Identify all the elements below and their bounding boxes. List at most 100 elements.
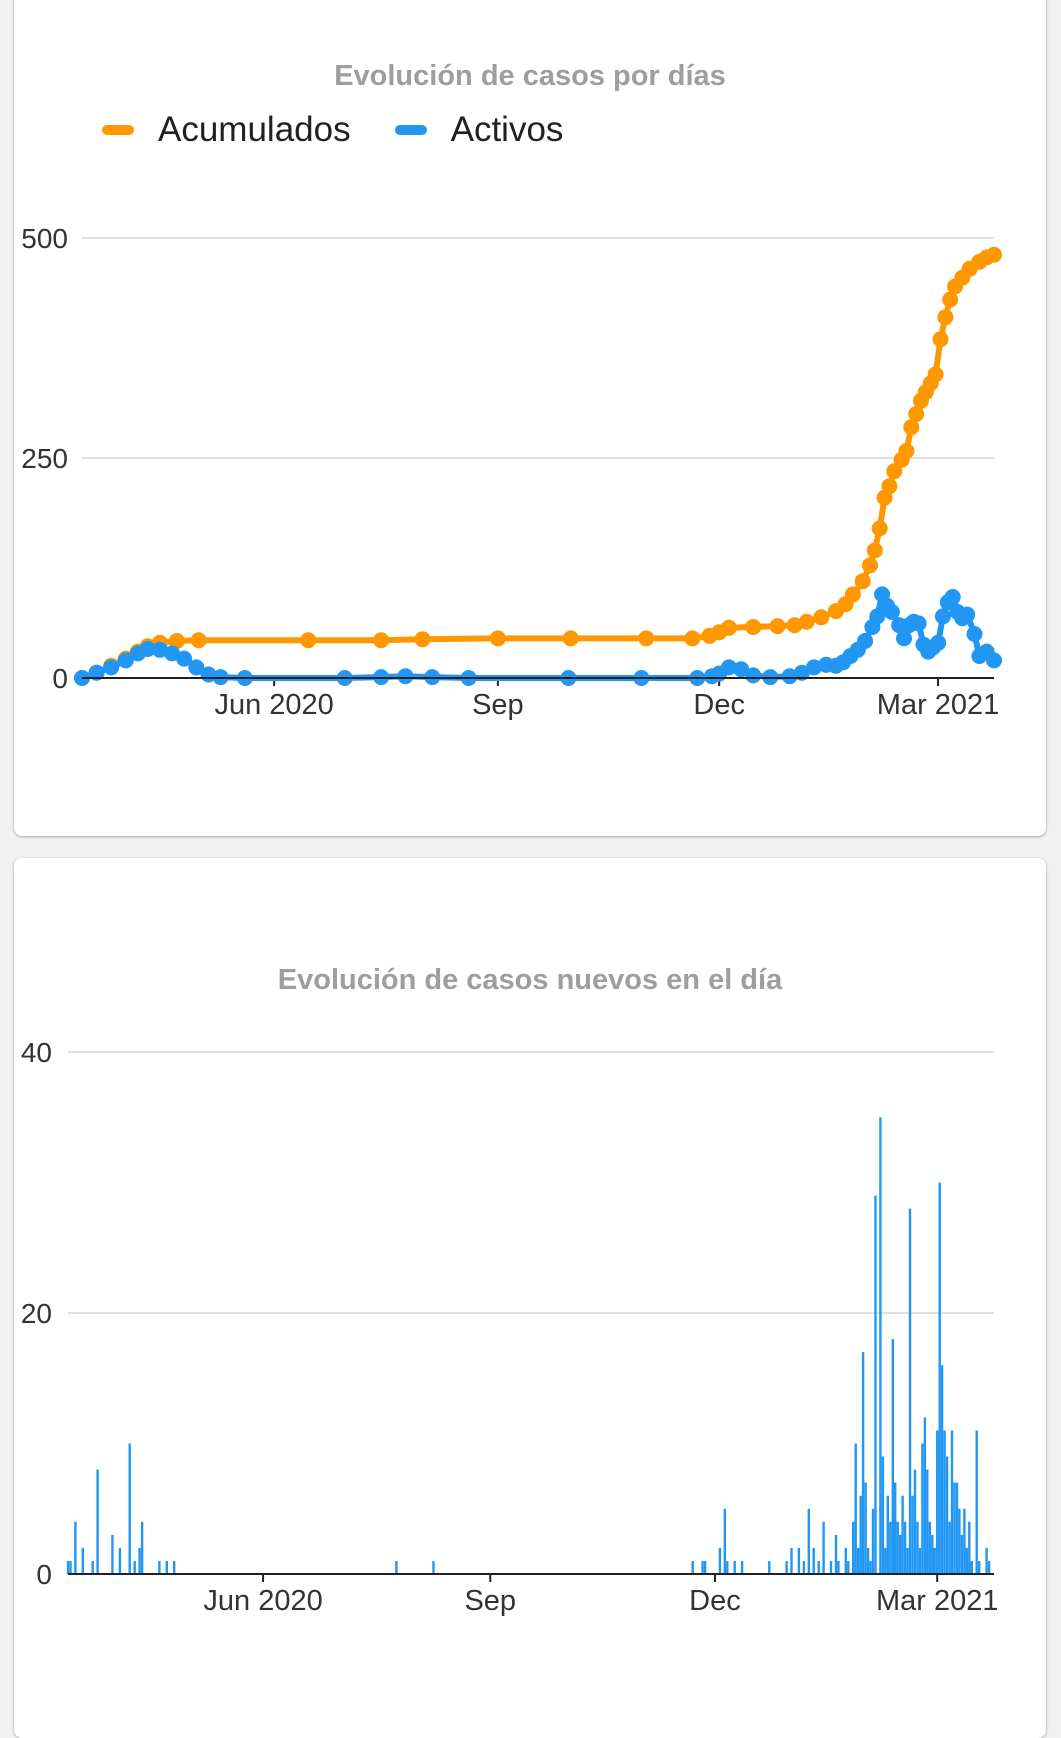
point-acumulados <box>898 443 915 459</box>
point-activos <box>139 641 156 657</box>
bar <box>432 1561 435 1574</box>
point-acumulados <box>908 406 925 422</box>
point-activos <box>151 641 168 658</box>
bar <box>837 1561 840 1574</box>
bar <box>916 1521 919 1574</box>
line-chart-plot: 0 250 500 Jun 2020 Sep Dec Mar 2021 <box>21 223 1002 721</box>
bar <box>140 1521 144 1574</box>
bar <box>953 1482 956 1574</box>
point-activos <box>966 626 983 642</box>
point-activos <box>164 645 180 662</box>
bar <box>785 1561 788 1574</box>
point-acumulados <box>886 463 903 480</box>
bar <box>726 1561 729 1574</box>
bar <box>133 1561 136 1574</box>
bar <box>921 1443 924 1574</box>
bar <box>879 1117 882 1575</box>
bar <box>158 1561 161 1574</box>
legend-swatch-acumulados <box>102 125 134 135</box>
x-tick-label: Dec <box>689 1585 741 1617</box>
point-acumulados <box>190 632 207 649</box>
point-activos <box>397 668 414 685</box>
point-activos <box>869 608 886 625</box>
chart-legend: Acumulados Activos <box>102 110 607 150</box>
x-tick-label: Mar 2021 <box>877 689 1000 721</box>
x-tick-label: Sep <box>472 689 524 721</box>
point-activos <box>733 661 750 678</box>
point-activos <box>883 604 900 620</box>
bar <box>889 1521 892 1574</box>
bar <box>834 1534 838 1574</box>
line-acumulados <box>80 251 996 681</box>
point-acumulados <box>562 630 579 647</box>
point-activos <box>88 664 105 681</box>
bar <box>817 1561 820 1574</box>
bar <box>936 1430 939 1574</box>
point-activos <box>934 608 951 625</box>
bar <box>968 1521 971 1574</box>
bar <box>960 1534 964 1574</box>
bar <box>118 1547 122 1574</box>
bar <box>965 1547 968 1574</box>
point-acumulados <box>813 609 830 626</box>
bar <box>938 1182 941 1574</box>
x-tick-label: Jun 2020 <box>203 1585 322 1617</box>
bar <box>66 1561 70 1574</box>
point-acumulados <box>942 291 959 308</box>
bar <box>950 1430 954 1574</box>
bar <box>847 1561 850 1574</box>
y-tick-label: 500 <box>21 223 68 254</box>
point-activos <box>986 652 1002 669</box>
bar <box>859 1495 862 1574</box>
point-activos <box>857 633 874 649</box>
bar <box>894 1482 897 1574</box>
legend-swatch-activos <box>394 125 427 135</box>
point-acumulados <box>638 630 655 647</box>
point-activos <box>720 659 737 676</box>
bar <box>948 1521 951 1574</box>
point-acumulados <box>866 542 883 559</box>
point-acumulados <box>168 633 185 649</box>
point-activos <box>793 664 810 681</box>
point-activos <box>896 630 912 647</box>
bar <box>395 1561 398 1574</box>
bar <box>871 1508 875 1575</box>
bar <box>723 1508 726 1575</box>
chart-title: Evolución de casos por días <box>334 60 726 92</box>
point-acumulados <box>745 619 762 635</box>
point-activos <box>176 650 193 667</box>
bar <box>970 1561 973 1574</box>
bar <box>740 1561 744 1574</box>
y-tick-label: 0 <box>36 1559 52 1590</box>
bar <box>955 1482 959 1574</box>
point-activos <box>910 615 927 632</box>
bar <box>854 1443 857 1574</box>
bar <box>866 1547 870 1574</box>
bar-chart-plot: 0 20 40 Jun 2020 Sep Dec Mar 2021 <box>21 1037 999 1617</box>
bar <box>911 1495 914 1574</box>
bar <box>74 1521 77 1574</box>
bar <box>81 1547 84 1574</box>
bar <box>173 1561 176 1574</box>
bar <box>111 1534 114 1574</box>
bar <box>857 1547 860 1574</box>
bar <box>931 1534 934 1574</box>
bar <box>96 1469 99 1574</box>
point-activos <box>944 589 961 605</box>
point-acumulados <box>862 557 878 574</box>
bar <box>978 1561 981 1574</box>
bar <box>691 1561 694 1574</box>
bar <box>913 1469 917 1574</box>
legend-item-acumulados[interactable]: Acumulados <box>102 110 351 150</box>
bar <box>864 1482 867 1574</box>
bar <box>852 1521 855 1574</box>
point-activos <box>117 652 134 669</box>
daily-cases-card: Evolución de casos nuevos en el día 0 20 4… <box>14 858 1046 1738</box>
legend-item-activos[interactable]: Activos <box>394 110 564 150</box>
bar <box>128 1443 131 1574</box>
bar <box>768 1561 771 1574</box>
x-tick-label: Dec <box>693 689 745 721</box>
bar <box>138 1547 141 1574</box>
bar <box>165 1561 168 1574</box>
legend-label-activos: Activos <box>450 110 564 149</box>
